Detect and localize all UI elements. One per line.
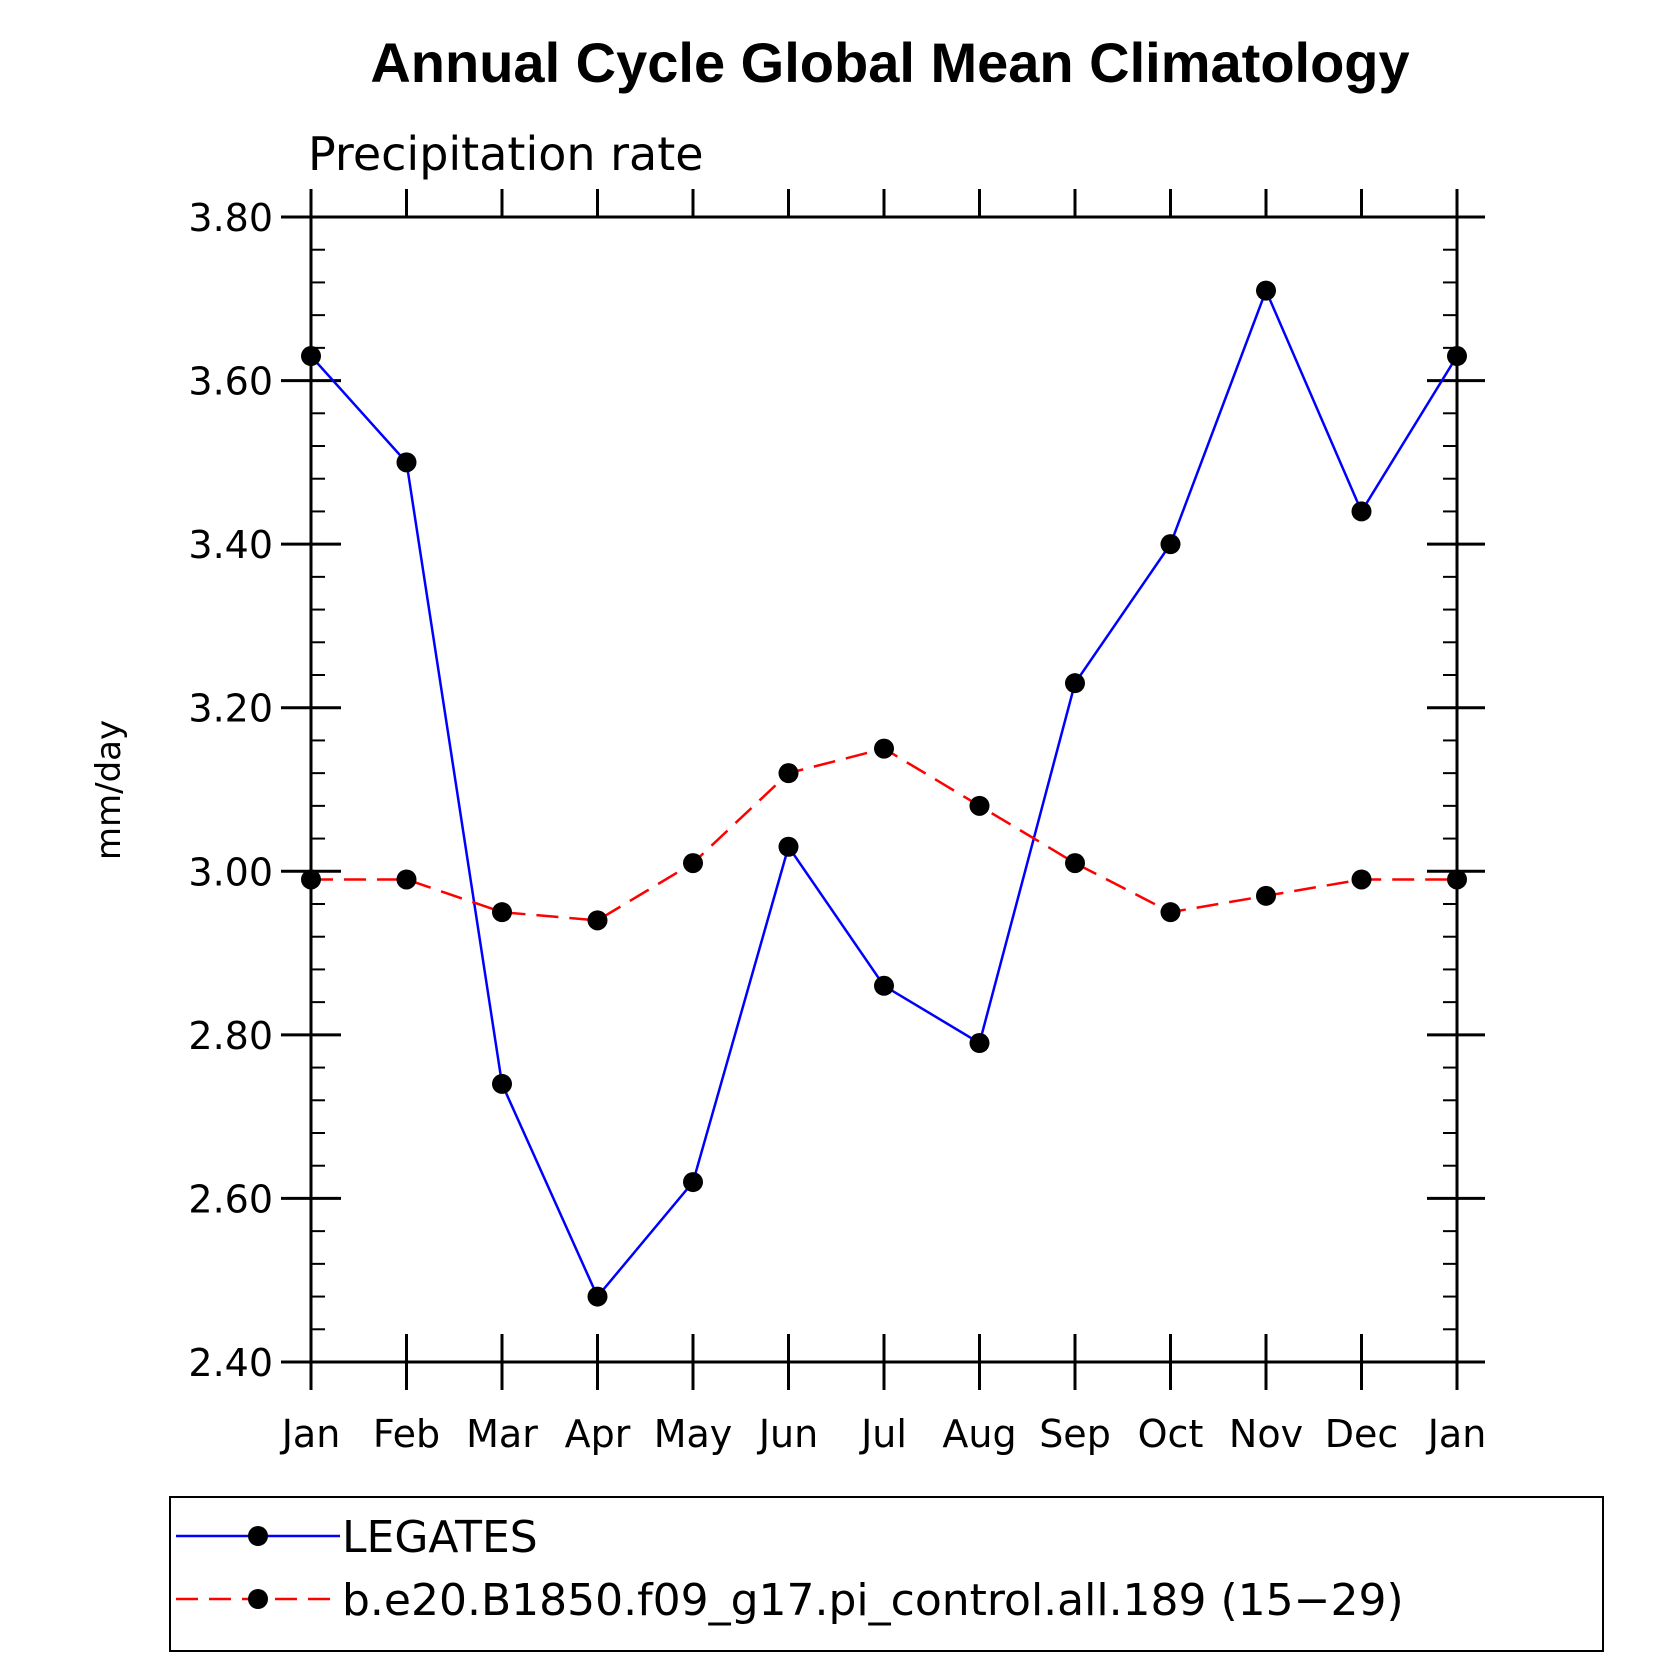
data-point-series-1 bbox=[874, 975, 894, 996]
data-point-series-2 bbox=[1256, 885, 1276, 906]
x-tick-label: Jan bbox=[1426, 1412, 1487, 1456]
y-tick-label: 3.60 bbox=[188, 360, 273, 404]
data-point-series-2 bbox=[301, 869, 321, 890]
y-axis-label: mm/day bbox=[89, 720, 129, 860]
data-point-series-1 bbox=[587, 1286, 608, 1307]
data-point-series-1 bbox=[1160, 534, 1181, 555]
y-tick-label: 2.60 bbox=[188, 1177, 273, 1221]
data-point-series-2 bbox=[1351, 869, 1372, 890]
x-tick-label: Feb bbox=[373, 1412, 440, 1456]
data-point-series-1 bbox=[492, 1073, 512, 1094]
data-point-series-1 bbox=[396, 452, 417, 473]
x-tick-label: Sep bbox=[1039, 1412, 1111, 1456]
data-point-series-1 bbox=[1065, 673, 1085, 694]
legend-label-1: LEGATES bbox=[342, 1512, 538, 1563]
x-tick-label: Jul bbox=[859, 1412, 907, 1456]
legend-marker-1 bbox=[248, 1526, 268, 1546]
y-tick-labels: 2.40 2.60 2.80 3.00 3.20 3.40 3.60 3.80 bbox=[188, 196, 273, 1385]
legend: LEGATES b.e20.B1850.f09_g17.pi_control.al… bbox=[176, 1512, 1404, 1626]
data-point-series-2 bbox=[1447, 869, 1467, 890]
x-tick-label: Aug bbox=[942, 1412, 1016, 1456]
x-tick-label: Nov bbox=[1229, 1412, 1303, 1456]
data-point-series-2 bbox=[969, 795, 990, 816]
x-tick-label: Dec bbox=[1325, 1412, 1399, 1456]
legend-box bbox=[169, 1496, 1604, 1652]
data-point-series-2 bbox=[396, 869, 417, 890]
x-tick-label: Oct bbox=[1138, 1412, 1204, 1456]
data-point-series-2 bbox=[683, 853, 703, 874]
y-tick-label: 3.80 bbox=[188, 196, 273, 240]
x-tick-labels: Jan Feb Mar Apr May Jun Jul Aug Sep Oct Nov Dec Jan bbox=[280, 1412, 1487, 1456]
y-tick-label: 2.80 bbox=[188, 1014, 273, 1058]
data-point-series-1 bbox=[778, 836, 799, 857]
data-point-series-2 bbox=[492, 902, 512, 923]
data-point-series-1 bbox=[683, 1172, 703, 1193]
series-line-1 bbox=[310, 287, 1459, 1299]
y-tick-label: 2.40 bbox=[188, 1341, 273, 1385]
data-point-series-1 bbox=[969, 1033, 990, 1054]
y-tick-label: 3.00 bbox=[188, 850, 273, 894]
data-point-series-1 bbox=[1351, 501, 1372, 522]
y-tick-label: 3.40 bbox=[188, 523, 273, 567]
x-tick-label: May bbox=[654, 1412, 733, 1456]
data-point-series-1 bbox=[1256, 280, 1276, 301]
plot-frame bbox=[309, 215, 1459, 1364]
x-tick-label: Jan bbox=[280, 1412, 341, 1456]
chart-title: Annual Cycle Global Mean Climatology bbox=[370, 31, 1409, 94]
legend-label-2: b.e20.B1850.f09_g17.pi_control.all.189 (… bbox=[342, 1575, 1404, 1626]
data-point-series-2 bbox=[874, 738, 894, 759]
data-point-series-2 bbox=[587, 910, 608, 931]
data-point-series-2 bbox=[1160, 902, 1181, 923]
data-point-series-2 bbox=[778, 763, 799, 784]
series-line-2 bbox=[311, 747, 1457, 922]
x-tick-label: Mar bbox=[466, 1412, 538, 1456]
chart-subtitle: Precipitation rate bbox=[308, 127, 704, 181]
data-point-series-1 bbox=[301, 346, 321, 367]
x-tick-label: Apr bbox=[565, 1412, 631, 1456]
data-point-series-1 bbox=[1447, 346, 1467, 367]
data-point-series-2 bbox=[1065, 853, 1085, 874]
series-layer bbox=[301, 280, 1467, 1307]
legend-marker-2 bbox=[248, 1589, 268, 1609]
axis-ticks bbox=[281, 189, 1485, 1390]
y-tick-label: 3.20 bbox=[188, 687, 273, 731]
x-tick-label: Jun bbox=[757, 1412, 818, 1456]
